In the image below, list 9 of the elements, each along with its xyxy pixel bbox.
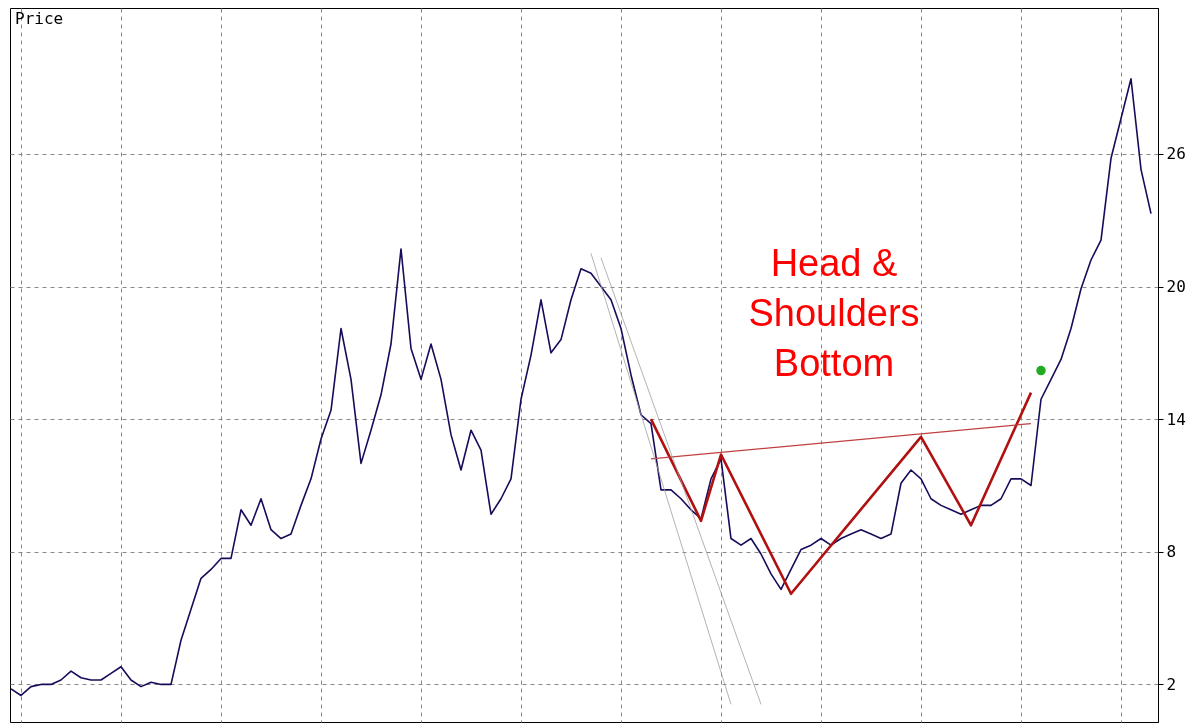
y-tick-label: 20 bbox=[1166, 277, 1186, 297]
line-series bbox=[10, 77, 1152, 697]
line-series bbox=[649, 391, 1033, 596]
y-tick-label: 8 bbox=[1166, 542, 1177, 562]
y-tick-label: 2 bbox=[1166, 674, 1177, 694]
y-tick-label: 26 bbox=[1166, 144, 1186, 164]
y-axis-title: Price bbox=[15, 9, 64, 28]
annotation: Head & Shoulders Bottom bbox=[748, 242, 920, 384]
y-tick-label: 14 bbox=[1166, 409, 1186, 429]
